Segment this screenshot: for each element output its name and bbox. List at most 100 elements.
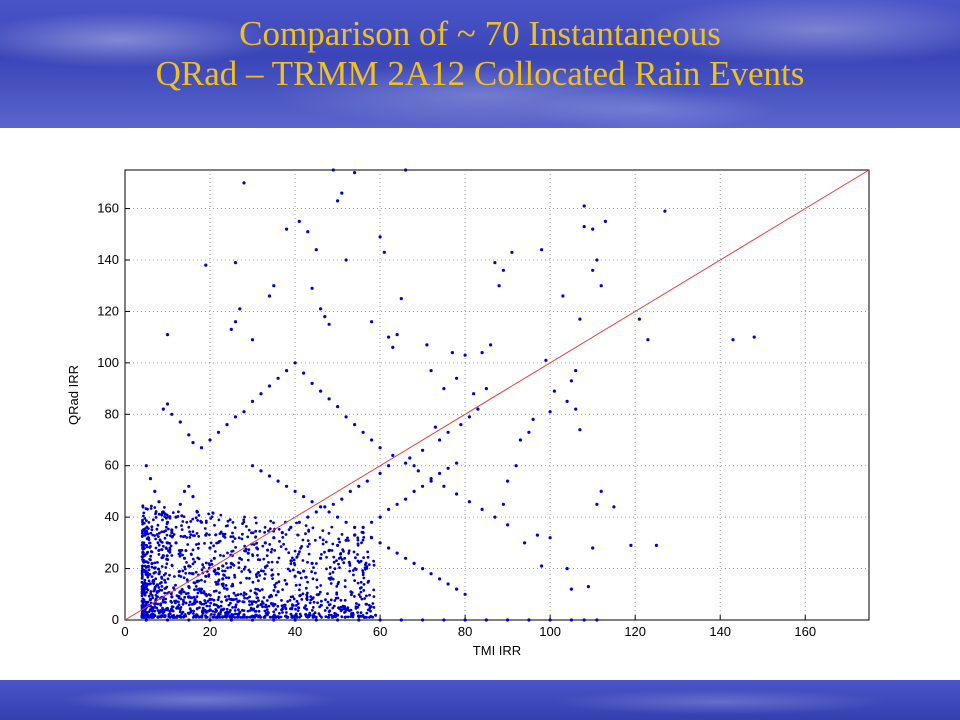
data-point xyxy=(356,543,360,547)
data-point xyxy=(196,591,200,595)
data-point xyxy=(178,551,182,555)
data-point xyxy=(308,601,312,605)
data-point xyxy=(285,227,289,231)
data-point xyxy=(157,548,161,552)
data-point xyxy=(304,532,307,536)
data-point xyxy=(315,562,318,565)
data-point xyxy=(233,575,237,579)
data-point xyxy=(378,446,382,450)
data-point xyxy=(148,541,152,545)
data-point xyxy=(315,586,319,589)
data-point xyxy=(219,530,223,534)
data-point xyxy=(433,425,437,429)
data-point xyxy=(187,525,191,529)
data-point xyxy=(179,597,183,601)
data-point xyxy=(209,541,213,545)
data-point xyxy=(208,597,212,602)
data-point xyxy=(272,604,275,608)
data-point xyxy=(364,563,367,567)
data-point xyxy=(404,461,408,465)
data-point xyxy=(369,535,373,539)
data-point xyxy=(170,554,174,557)
data-point xyxy=(489,343,493,347)
data-point xyxy=(277,572,280,576)
data-point xyxy=(274,608,278,611)
data-point xyxy=(208,546,212,550)
data-point xyxy=(261,602,265,605)
data-point xyxy=(192,614,196,618)
data-point xyxy=(236,612,239,616)
data-point xyxy=(224,613,227,617)
y-tick-label: 160 xyxy=(97,201,119,216)
data-point xyxy=(359,590,363,594)
data-point xyxy=(330,613,333,617)
data-point xyxy=(463,353,467,357)
data-point xyxy=(270,568,274,572)
data-point xyxy=(209,609,213,612)
data-point xyxy=(261,605,264,609)
data-point xyxy=(340,191,344,195)
data-point xyxy=(298,583,302,587)
data-point xyxy=(188,600,192,604)
data-point xyxy=(334,613,337,617)
data-point xyxy=(168,612,172,615)
data-point xyxy=(262,615,266,619)
data-point xyxy=(141,558,144,561)
data-point xyxy=(493,515,497,519)
data-point xyxy=(353,525,357,530)
data-point xyxy=(459,423,463,427)
data-point xyxy=(446,430,450,434)
data-point xyxy=(261,544,265,548)
data-point xyxy=(178,608,182,611)
data-point xyxy=(243,596,247,600)
data-point xyxy=(231,562,235,566)
data-point xyxy=(206,599,210,603)
data-point xyxy=(186,611,190,615)
data-point xyxy=(463,618,467,622)
y-axis-label: QRad IRR xyxy=(66,365,81,425)
data-point xyxy=(212,590,216,593)
data-point xyxy=(331,502,335,506)
data-point xyxy=(237,566,241,569)
data-point xyxy=(147,610,151,614)
data-point xyxy=(310,381,314,385)
data-point xyxy=(360,541,363,545)
data-point xyxy=(307,530,311,533)
x-tick-label: 160 xyxy=(794,624,816,639)
data-point xyxy=(218,616,222,619)
data-point xyxy=(286,600,289,603)
x-tick-label: 80 xyxy=(458,624,472,639)
data-point xyxy=(267,384,272,388)
data-point xyxy=(273,613,276,617)
data-point xyxy=(226,612,230,616)
data-point xyxy=(317,592,321,596)
data-point xyxy=(323,315,327,319)
data-point xyxy=(173,575,176,578)
data-point xyxy=(336,613,340,617)
data-point xyxy=(146,575,150,579)
data-point xyxy=(144,464,148,468)
data-point xyxy=(287,528,291,531)
data-point xyxy=(237,599,241,603)
data-point xyxy=(348,562,352,565)
data-point xyxy=(159,609,162,612)
data-point xyxy=(255,541,258,545)
data-point xyxy=(523,541,527,545)
data-point xyxy=(480,351,484,355)
data-point xyxy=(265,605,269,609)
data-point xyxy=(336,405,340,409)
data-point xyxy=(354,607,358,610)
data-point xyxy=(165,541,169,544)
data-point xyxy=(140,543,144,547)
data-point xyxy=(208,604,212,608)
data-point xyxy=(480,507,484,511)
data-point xyxy=(306,560,309,564)
data-point xyxy=(285,369,289,373)
data-point xyxy=(173,599,177,603)
data-point xyxy=(484,387,488,391)
data-point xyxy=(586,585,591,589)
data-point xyxy=(219,610,223,614)
data-point xyxy=(285,582,289,586)
data-point xyxy=(309,595,313,598)
data-point xyxy=(305,593,309,597)
